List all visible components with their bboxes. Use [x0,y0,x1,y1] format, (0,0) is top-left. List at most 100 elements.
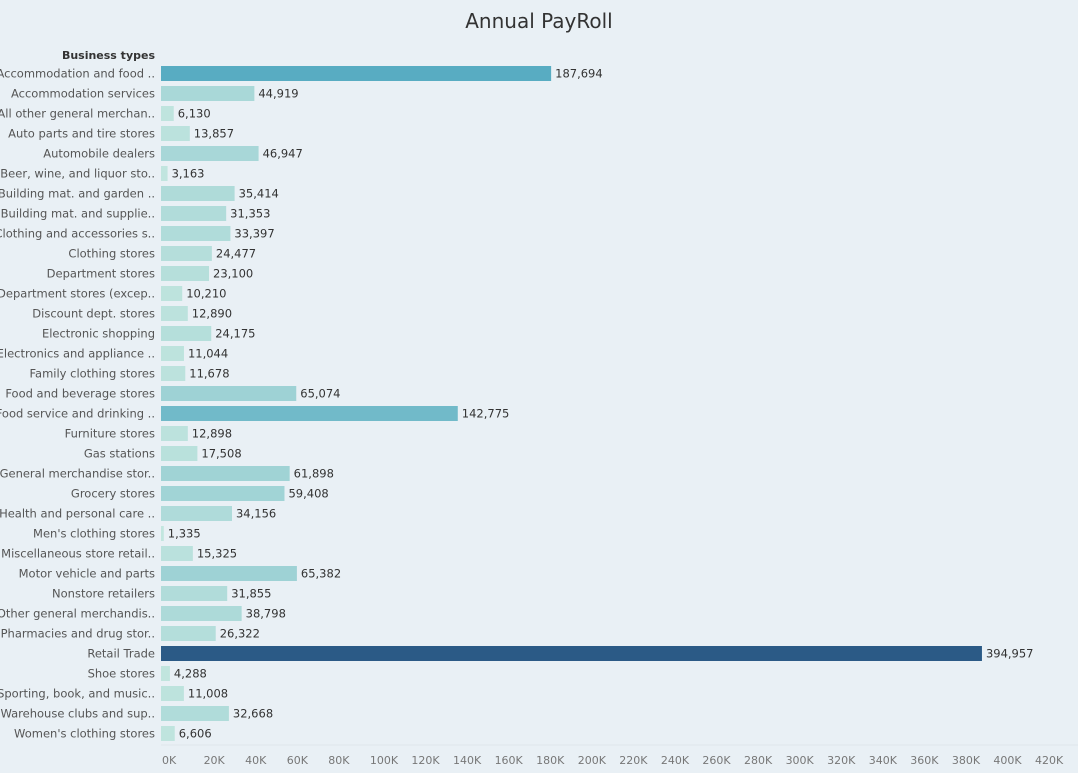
bar[interactable] [161,566,297,581]
bar[interactable] [161,106,174,121]
bar-row: Clothing and accessories s.. 33,397 [0,226,275,241]
category-label: Warehouse clubs and sup.. [0,707,155,721]
category-label: Family clothing stores [29,367,155,381]
category-label: Gas stations [84,447,155,461]
bar[interactable] [161,426,188,441]
bar[interactable] [161,586,228,601]
bar-value-label: 24,175 [215,327,255,341]
bar-row: Nonstore retailers 31,855 [52,586,271,601]
x-tick-label: 180K [536,754,565,767]
category-label: Food and beverage stores [5,387,155,401]
category-label: Building mat. and garden .. [0,187,155,201]
bar-row: Electronic shopping 24,175 [42,326,255,341]
bar-value-label: 3,163 [172,167,205,181]
bar[interactable] [161,286,183,301]
bar[interactable] [161,306,188,321]
bar[interactable] [161,266,210,281]
bar[interactable] [161,386,297,401]
category-label: Accommodation and food .. [0,67,155,81]
category-label: General merchandise stor.. [0,467,155,481]
bar[interactable] [161,86,255,101]
category-label: Discount dept. stores [32,307,155,321]
bar-value-label: 35,414 [239,187,279,201]
category-label: Motor vehicle and parts [19,567,155,581]
bar-value-label: 44,919 [258,87,298,101]
bar[interactable] [161,226,231,241]
bar[interactable] [161,546,193,561]
category-label: Health and personal care .. [0,507,155,521]
bar-value-label: 17,508 [201,447,241,461]
bar[interactable] [161,406,458,421]
bar[interactable] [161,366,186,381]
bar-row: Automobile dealers 46,947 [43,146,303,161]
category-label: Electronic shopping [42,327,155,341]
bar-value-label: 6,606 [179,727,212,741]
category-label: Food service and drinking .. [0,407,155,421]
bar[interactable] [161,326,212,341]
bar[interactable] [161,66,552,81]
bar[interactable] [161,346,184,361]
bar-value-label: 34,156 [236,507,276,521]
bar[interactable] [161,206,227,221]
bar-row: Food service and drinking .. 142,775 [0,406,509,421]
bar-value-label: 394,957 [986,647,1034,661]
x-tick-label: 240K [661,754,690,767]
x-tick-label: 200K [578,754,607,767]
x-tick-label: 100K [370,754,399,767]
bar[interactable] [161,726,175,741]
bar-row: Department stores 23,100 [47,266,253,281]
bar-value-label: 65,074 [300,387,340,401]
bar[interactable] [161,626,216,641]
x-tick-label: 260K [702,754,731,767]
bar-row: Miscellaneous store retail.. 15,325 [1,546,237,561]
category-label: Pharmacies and drug stor.. [1,627,155,641]
bar-value-label: 38,798 [246,607,286,621]
category-label: Clothing stores [68,247,155,261]
category-axis-header: Business types [62,49,156,62]
bar[interactable] [161,686,184,701]
bar[interactable] [161,146,259,161]
bar-row: Building mat. and supplie.. 31,353 [1,206,270,221]
category-label: Electronics and appliance .. [0,347,155,361]
bar-row: Motor vehicle and parts 65,382 [19,566,341,581]
bar-row: Accommodation and food .. 187,694 [0,66,603,81]
bar-row: Retail Trade 394,957 [87,646,1034,661]
x-tick-label: 120K [411,754,440,767]
x-tick-label: 20K [204,754,226,767]
x-tick-label: 420K [1035,754,1064,767]
bar[interactable] [161,446,198,461]
bar-value-label: 23,100 [213,267,253,281]
bar[interactable] [161,646,982,661]
bar[interactable] [161,246,212,261]
bar[interactable] [161,706,229,721]
bar-value-label: 13,857 [194,127,234,141]
bar-row: Sporting, book, and music.. 11,008 [0,686,228,701]
bar-value-label: 4,288 [174,667,207,681]
bar[interactable] [161,186,235,201]
bar[interactable] [161,166,168,181]
category-label: Sporting, book, and music.. [0,687,155,701]
bar[interactable] [161,466,290,481]
category-label: Women's clothing stores [14,727,155,741]
bar-row: Electronics and appliance .. 11,044 [0,346,228,361]
category-label: Retail Trade [87,647,155,661]
bar[interactable] [161,526,164,541]
bar-value-label: 31,855 [231,587,271,601]
bar-value-label: 46,947 [263,147,303,161]
bar-value-label: 61,898 [294,467,334,481]
bar[interactable] [161,506,232,521]
bar[interactable] [161,666,170,681]
bar-row: Shoe stores 4,288 [88,666,207,681]
bar-value-label: 10,210 [186,287,226,301]
category-label: Grocery stores [71,487,155,501]
bar-value-label: 11,044 [188,347,228,361]
bar-row: Furniture stores 12,898 [65,426,232,441]
category-label: Beer, wine, and liquor sto.. [0,167,155,181]
bar[interactable] [161,606,242,621]
bar-value-label: 15,325 [197,547,237,561]
x-tick-label: 40K [245,754,267,767]
category-label: All other general merchan.. [0,107,155,121]
bar-row: Women's clothing stores 6,606 [14,726,212,741]
bar[interactable] [161,126,190,141]
bar[interactable] [161,486,285,501]
